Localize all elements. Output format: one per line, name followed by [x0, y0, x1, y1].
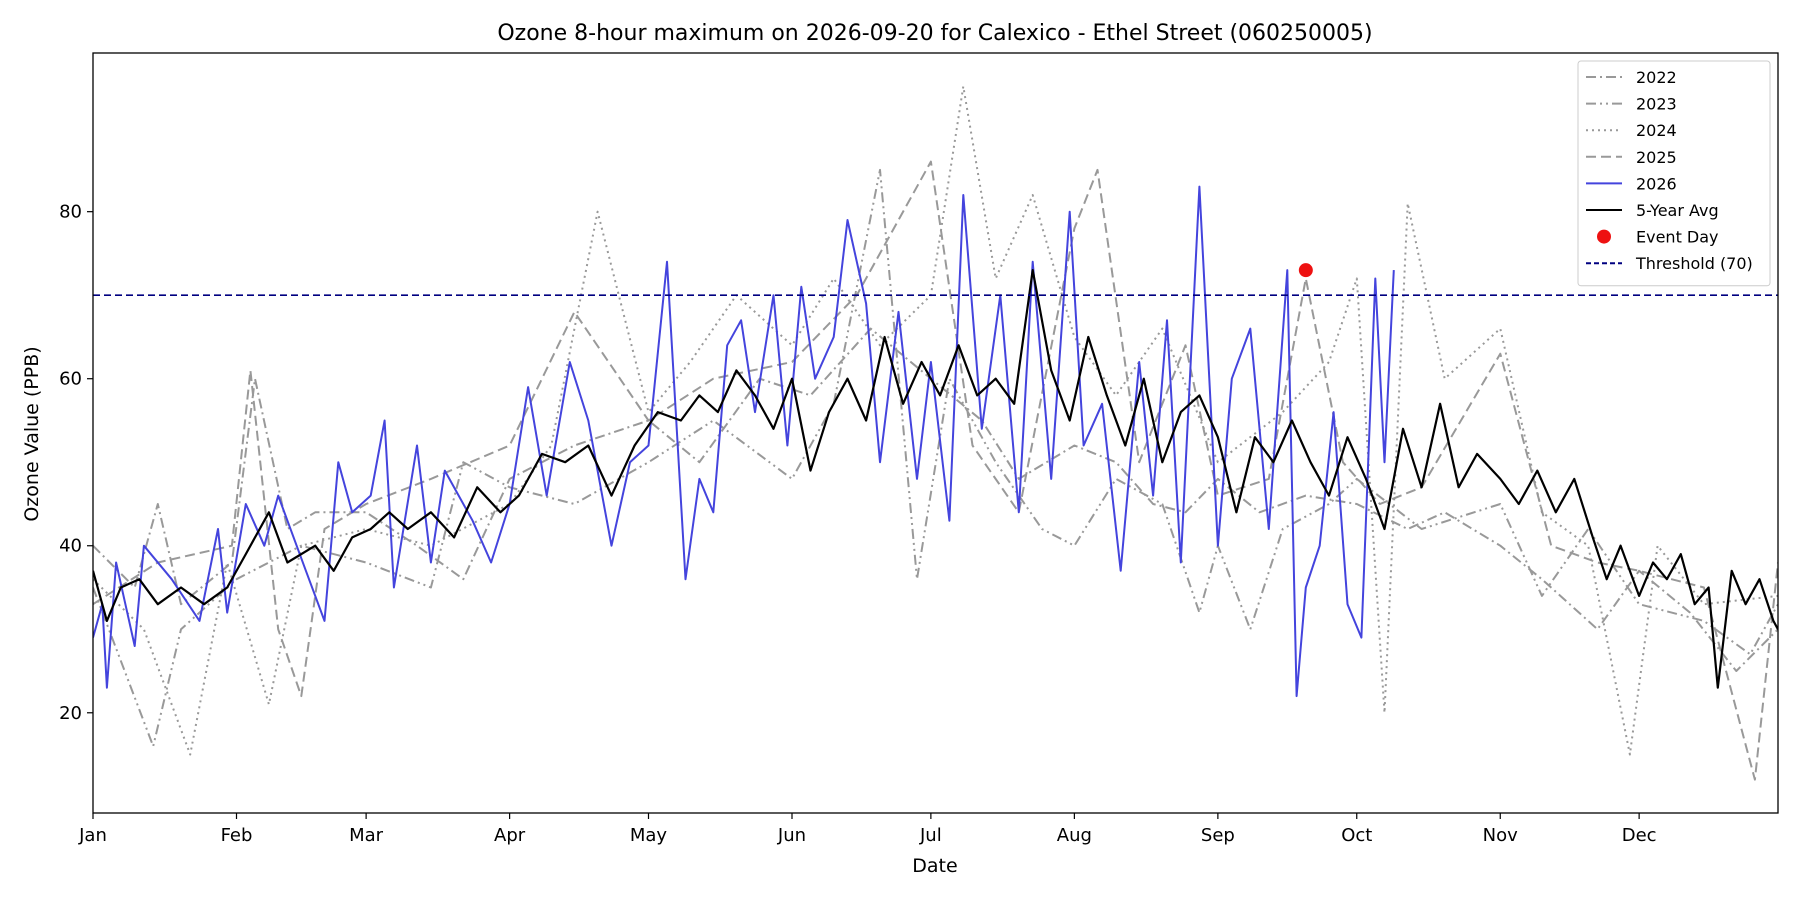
x-axis-label: Date — [912, 855, 957, 877]
axes-layer: Jan Feb Mar Apr May Jun Jul Aug Sep Oct Nov Dec 20 40… — [59, 202, 1656, 846]
series-line-2023 — [93, 168, 1778, 748]
x-tick-label-nov: Nov — [1483, 825, 1518, 846]
plot-frame — [92, 52, 1779, 814]
legend-swatch-event-day — [1597, 229, 1611, 244]
x-tick-label-mar: Mar — [349, 825, 384, 846]
y-tick-label-60: 60 — [59, 369, 82, 390]
legend-label-2026: 2026 — [1636, 174, 1677, 193]
series-line-2026 — [93, 185, 1395, 698]
legend-label-event-day: Event Day — [1636, 228, 1719, 247]
y-tick-label-40: 40 — [59, 536, 82, 557]
chart-title: Ozone 8-hour maximum on 2026-09-20 for C… — [497, 21, 1372, 46]
x-tick-label-jun: Jun — [777, 825, 806, 846]
series-line-5-year-avg — [93, 269, 1778, 689]
y-axis-label: Ozone Value (PPB) — [21, 346, 43, 521]
legend-label-2024: 2024 — [1636, 121, 1677, 140]
x-tick-label-apr: Apr — [494, 825, 526, 846]
legend: 2022 2023 2024 2025 2026 5-Year Avg Event Day T… — [1577, 60, 1771, 287]
series-layer — [93, 85, 1778, 781]
y-tick-label-80: 80 — [59, 202, 82, 223]
x-tick-label-oct: Oct — [1341, 825, 1372, 846]
y-tick-label-20: 20 — [59, 703, 82, 724]
series-line-2025 — [93, 160, 1778, 781]
x-tick-label-jan: Jan — [78, 825, 107, 846]
legend-label-2022: 2022 — [1636, 68, 1677, 87]
x-tick-label-aug: Aug — [1057, 825, 1092, 846]
x-tick-label-may: May — [630, 825, 668, 846]
x-tick-label-feb: Feb — [221, 825, 253, 846]
legend-label-2025: 2025 — [1636, 148, 1677, 167]
event-day-marker — [1298, 263, 1313, 278]
x-tick-label-jul: Jul — [919, 825, 942, 846]
legend-box — [1577, 60, 1771, 287]
x-tick-label-sep: Sep — [1201, 825, 1235, 846]
x-tick-label-dec: Dec — [1622, 825, 1657, 846]
legend-label-threshold-70: Threshold (70) — [1635, 254, 1753, 273]
legend-label-5-year-avg: 5-Year Avg — [1636, 201, 1719, 220]
legend-label-2023: 2023 — [1636, 95, 1677, 114]
